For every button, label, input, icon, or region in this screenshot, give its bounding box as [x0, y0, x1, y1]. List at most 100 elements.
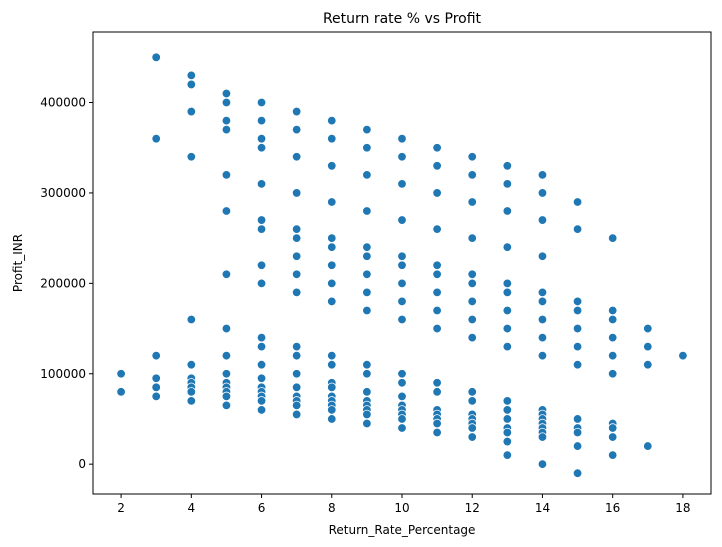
y-tick-label: 100000: [40, 367, 86, 381]
scatter-point: [186, 106, 197, 117]
scatter-point: [291, 409, 302, 420]
scatter-point: [572, 414, 583, 424]
scatter-point: [256, 143, 267, 153]
scatter-point: [537, 332, 548, 343]
scatter-point: [151, 373, 161, 383]
scatter-point: [186, 152, 197, 162]
scatter-point: [432, 260, 442, 270]
scatter-point: [467, 296, 477, 307]
scatter-point: [291, 269, 302, 280]
scatter-point: [151, 52, 161, 63]
scatter-point: [432, 418, 442, 429]
scatter-point: [397, 179, 407, 189]
scatter-point: [362, 305, 372, 316]
scatter-point: [186, 360, 197, 370]
x-tick-label: 12: [465, 501, 480, 515]
scatter-point: [362, 143, 372, 153]
scatter-point: [467, 387, 477, 397]
x-tick-label: 14: [535, 501, 550, 515]
y-tick-label: 0: [78, 457, 86, 471]
scatter-point: [397, 414, 407, 424]
scatter-point: [327, 197, 337, 207]
scatter-point: [186, 314, 197, 325]
scatter-point: [116, 369, 126, 379]
scatter-point: [502, 305, 513, 316]
scatter-point: [362, 369, 372, 379]
scatter-point: [256, 115, 267, 126]
scatter-point: [186, 70, 197, 81]
scatter-point: [397, 423, 407, 433]
x-axis-label: Return_Rate_Percentage: [329, 523, 476, 537]
scatter-point: [362, 269, 372, 280]
scatter-point: [397, 152, 407, 162]
chart-title: Return rate % vs Profit: [323, 11, 482, 27]
scatter-point: [327, 382, 337, 393]
scatter-point: [572, 296, 583, 307]
scatter-point: [607, 369, 618, 379]
scatter-point: [256, 341, 267, 352]
scatter-point: [327, 350, 337, 361]
scatter-point: [502, 436, 513, 447]
scatter-point: [362, 287, 372, 298]
scatter-point: [607, 423, 618, 433]
scatter-point: [327, 405, 337, 415]
scatter-point: [502, 242, 513, 252]
scatter-point: [607, 305, 618, 316]
x-tick-label: 6: [258, 501, 266, 515]
scatter-point: [362, 124, 372, 135]
scatter-point: [432, 269, 442, 280]
scatter-point: [291, 152, 302, 162]
scatter-point: [537, 188, 548, 198]
scatter-point: [537, 215, 548, 225]
scatter-point: [221, 124, 232, 135]
scatter-point: [256, 97, 267, 108]
scatter-point: [186, 387, 197, 397]
scatter-point: [537, 170, 548, 180]
scatter-point: [362, 360, 372, 370]
scatter-point: [362, 418, 372, 429]
scatter-point: [502, 427, 513, 438]
scatter-point: [256, 405, 267, 415]
scatter-point: [432, 323, 442, 334]
scatter-point: [221, 350, 232, 361]
scatter-point: [291, 188, 302, 198]
scatter-point: [327, 133, 337, 144]
scatter-point: [327, 242, 337, 252]
scatter-point: [432, 287, 442, 298]
scatter-point: [221, 369, 232, 379]
scatter-point: [291, 224, 302, 234]
scatter-point: [291, 106, 302, 117]
scatter-point: [327, 296, 337, 307]
scatter-point: [537, 459, 548, 469]
scatter-point: [362, 242, 372, 252]
x-tick-label: 8: [328, 501, 336, 515]
scatter-point: [291, 124, 302, 135]
scatter-point: [327, 115, 337, 126]
scatter-point: [256, 332, 267, 343]
scatter-point: [537, 296, 548, 307]
scatter-point: [432, 161, 442, 171]
scatter-point: [327, 260, 337, 270]
scatter-point: [291, 341, 302, 352]
scatter-point: [221, 88, 232, 99]
scatter-point: [256, 179, 267, 189]
scatter-point: [467, 278, 477, 289]
scatter-point: [327, 161, 337, 171]
scatter-point: [327, 278, 337, 289]
scatter-point: [678, 350, 688, 361]
scatter-point: [502, 405, 513, 415]
scatter-point: [256, 260, 267, 270]
scatter-point: [572, 197, 583, 207]
scatter-point: [502, 179, 513, 189]
scatter-point: [467, 396, 477, 406]
scatter-point: [221, 400, 232, 411]
scatter-point: [537, 314, 548, 325]
scatter-point: [502, 341, 513, 352]
scatter-point: [502, 206, 513, 216]
scatter-point: [362, 387, 372, 397]
scatter-point: [291, 400, 302, 411]
scatter-point: [221, 97, 232, 108]
scatter-point: [151, 382, 161, 393]
scatter-point: [291, 287, 302, 298]
scatter-point: [291, 233, 302, 243]
